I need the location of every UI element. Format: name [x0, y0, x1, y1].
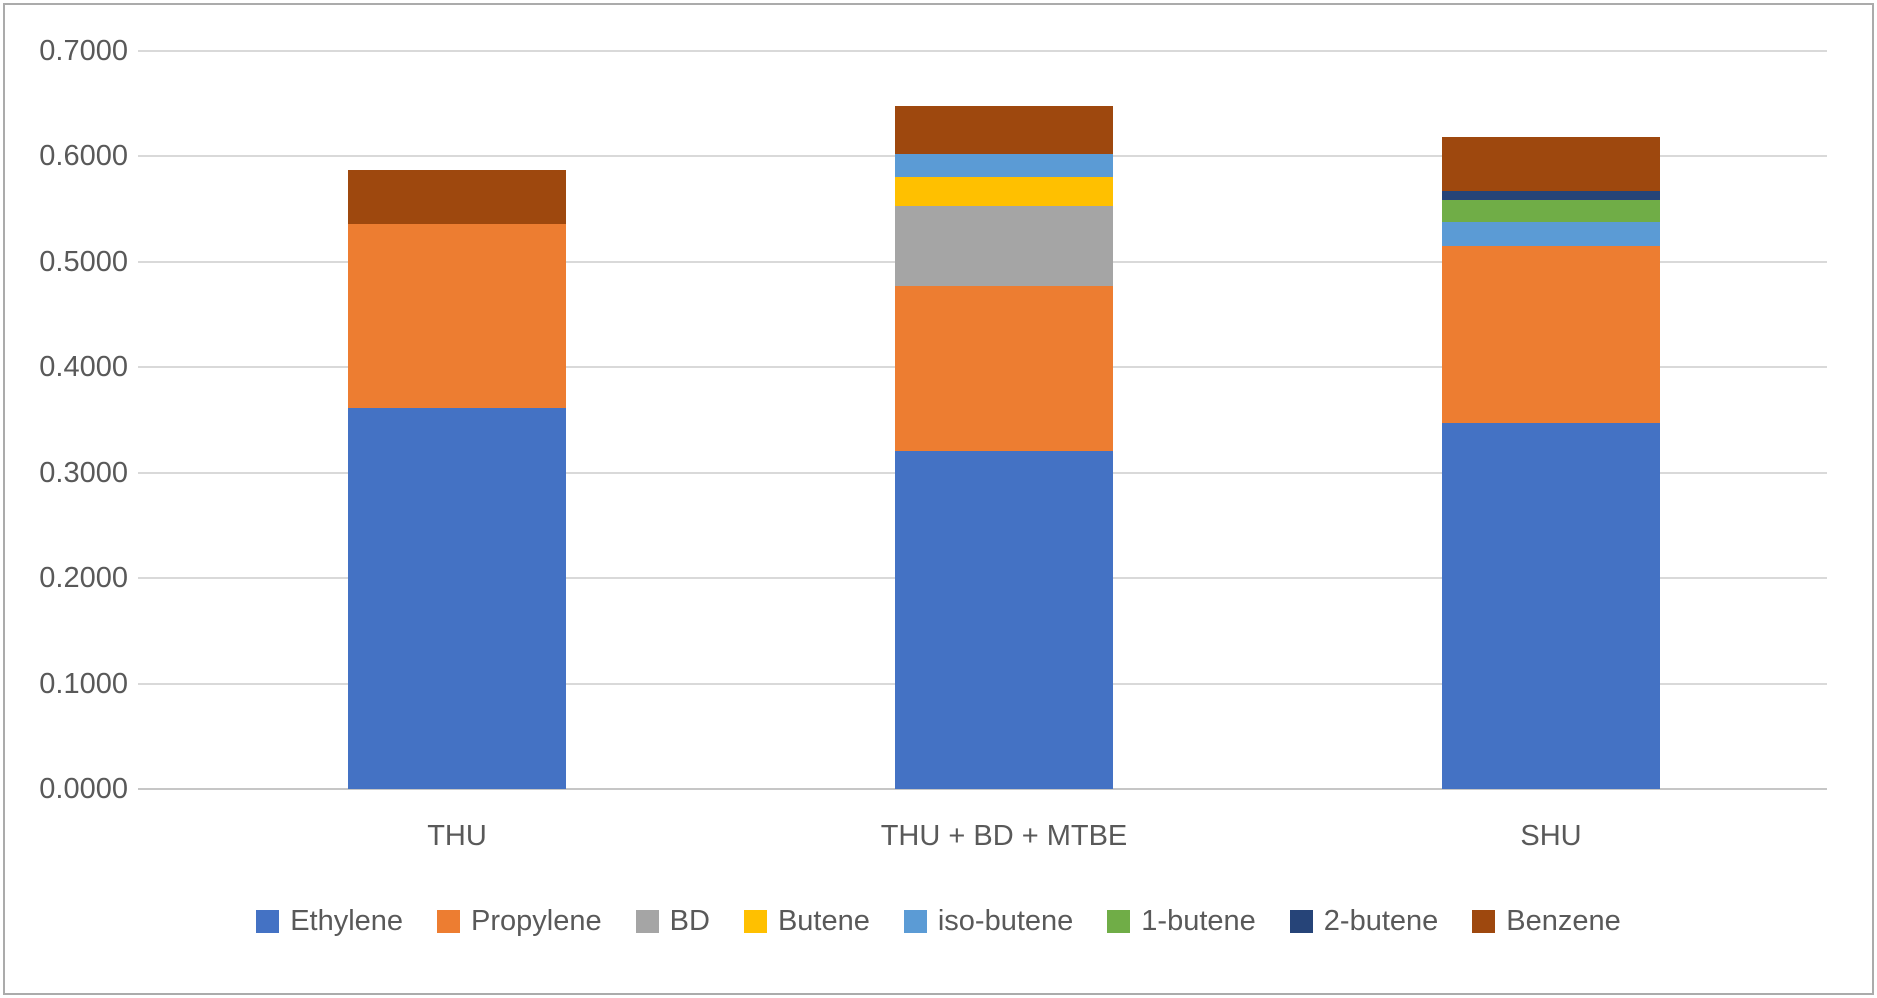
- legend-item-bd: BD: [635, 903, 710, 939]
- bar-segment-benzene-thu: [348, 169, 566, 224]
- legend-item-ethylene: Ethylene: [256, 903, 403, 939]
- bar-segment-iso-butene-shu: [1442, 222, 1660, 246]
- bar-segment-ethylene-shu: [1442, 422, 1660, 789]
- y-tick-label: 0.7000: [39, 34, 128, 67]
- bar-segment-ethylene-thu: [348, 408, 566, 789]
- legend-item-butene: Butene: [743, 903, 870, 939]
- y-tick-label: 0.1000: [39, 667, 128, 700]
- legend-label: iso-butene: [937, 905, 1074, 937]
- bar-segment-bd-thu-bd-mtbe: [895, 205, 1113, 286]
- legend-item-iso-butene: iso-butene: [903, 903, 1074, 939]
- legend-label: Propylene: [471, 905, 602, 937]
- legend: Ethylene Propylene BD Butene iso-butene 1-but…: [0, 903, 1877, 939]
- bar-segment-propylene-thu: [348, 223, 566, 409]
- y-tick-label: 0.0000: [39, 773, 128, 805]
- legend-label: 2-butene: [1323, 905, 1439, 937]
- legend-item-2-butene: 2-butene: [1289, 903, 1439, 939]
- bar-segment-benzene-thu-bd-mtbe: [895, 106, 1113, 154]
- legend-item-propylene: Propylene: [437, 903, 602, 939]
- legend-swatch-icon: [1472, 909, 1496, 933]
- legend-label: 1-butene: [1141, 905, 1256, 937]
- legend-swatch-icon: [635, 909, 659, 933]
- legend-label: Ethylene: [290, 905, 404, 937]
- legend-item-benzene: Benzene: [1472, 903, 1621, 939]
- category-label-thu: THU: [427, 820, 487, 852]
- bar-segment-butene-thu-bd-mtbe: [895, 177, 1113, 206]
- legend-swatch-icon: [1107, 909, 1131, 933]
- bar-segment-ethylene-thu-bd-mtbe: [895, 451, 1113, 789]
- legend-item-1-butene: 1-butene: [1107, 903, 1256, 939]
- bar-segment-propylene-thu-bd-mtbe: [895, 285, 1113, 452]
- y-tick-label: 0.3000: [39, 456, 128, 489]
- x-axis-line: [138, 788, 1827, 790]
- legend-label: BD: [669, 905, 710, 937]
- y-tick-label: 0.2000: [39, 562, 128, 594]
- legend-swatch-icon: [1289, 909, 1313, 933]
- legend-swatch-icon: [743, 909, 767, 933]
- category-label-thu-bd-mtbe: THU + BD + MTBE: [880, 820, 1128, 852]
- bar-segment-1-butene-shu: [1442, 200, 1660, 223]
- bar-segment-2-butene-shu: [1442, 190, 1660, 201]
- y-tick-label: 0.4000: [39, 351, 128, 383]
- legend-swatch-icon: [903, 909, 927, 933]
- legend-label: Butene: [777, 905, 870, 937]
- legend-label: Benzene: [1506, 905, 1621, 937]
- bar-segment-iso-butene-thu-bd-mtbe: [895, 153, 1113, 178]
- bar-segment-propylene-shu: [1442, 245, 1660, 423]
- y-tick-label: 0.5000: [39, 245, 128, 278]
- category-label-shu: SHU: [1520, 820, 1582, 852]
- bar-segment-benzene-shu: [1442, 137, 1660, 191]
- legend-swatch-icon: [437, 909, 461, 933]
- y-tick-label: 0.6000: [39, 140, 128, 172]
- gridline: [138, 49, 1827, 52]
- legend-swatch-icon: [256, 909, 280, 933]
